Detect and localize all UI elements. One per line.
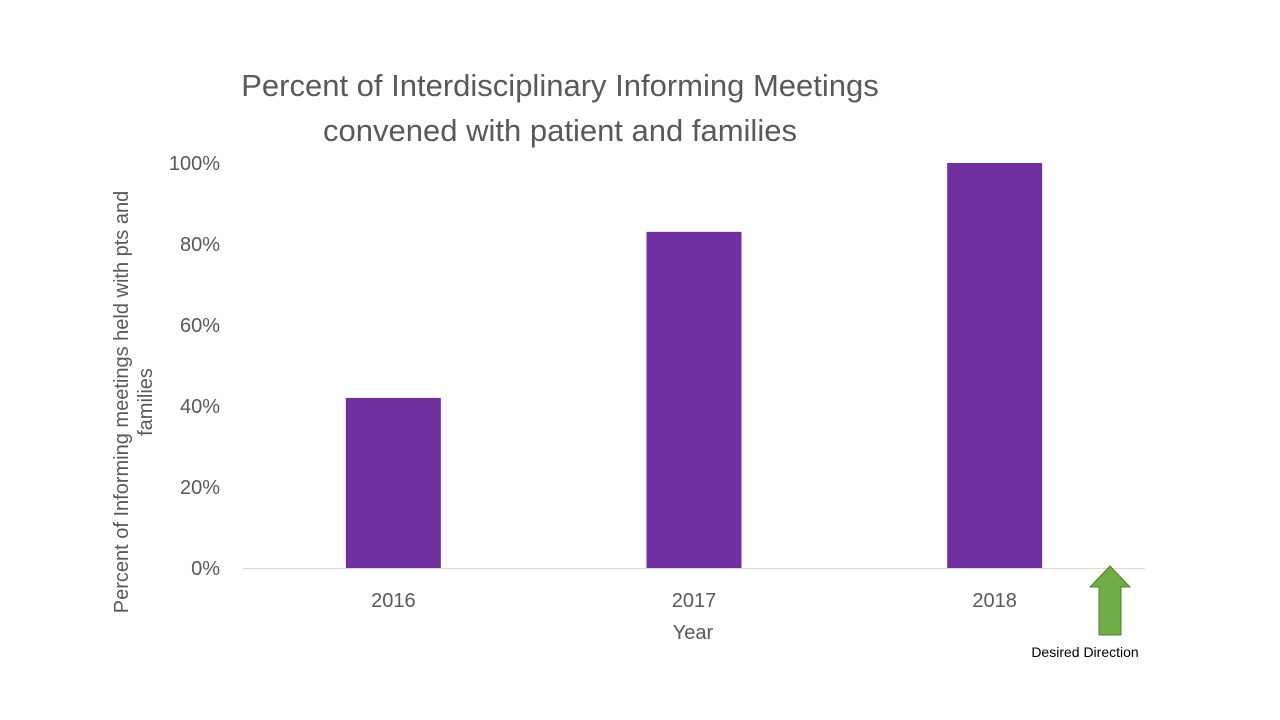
- x-axis-ticks: 2016 2017 2018: [371, 590, 1017, 612]
- x-tick-label: 2017: [672, 590, 717, 612]
- y-tick-label: 80%: [180, 234, 220, 256]
- y-tick-label: 60%: [180, 315, 220, 337]
- desired-direction-label: Desired Direction: [1031, 644, 1138, 660]
- y-tick-label: 0%: [191, 558, 220, 580]
- y-axis-title-line-1: Percent of Informing meetings held with …: [111, 191, 133, 613]
- bar-2018: [947, 163, 1043, 568]
- x-tick-label: 2018: [972, 590, 1017, 612]
- bars: [345, 163, 1043, 568]
- x-tick-label: 2016: [371, 590, 416, 612]
- y-tick-label: 40%: [180, 396, 220, 418]
- up-arrow-icon: [1088, 565, 1132, 636]
- chart-title-line-2: convened with patient and families: [323, 113, 797, 148]
- y-axis-title: Percent of Informing meetings held with …: [111, 191, 157, 613]
- bar-2017: [646, 231, 742, 568]
- y-tick-label: 20%: [180, 477, 220, 499]
- chart-title-line-1: Percent of Interdisciplinary Informing M…: [241, 68, 879, 103]
- y-axis-ticks: 0% 20% 40% 60% 80% 100%: [169, 153, 220, 580]
- bar-2016: [345, 397, 441, 568]
- y-tick-label: 100%: [169, 153, 220, 175]
- y-axis-title-line-2: families: [135, 368, 157, 436]
- x-axis-title: Year: [673, 622, 714, 644]
